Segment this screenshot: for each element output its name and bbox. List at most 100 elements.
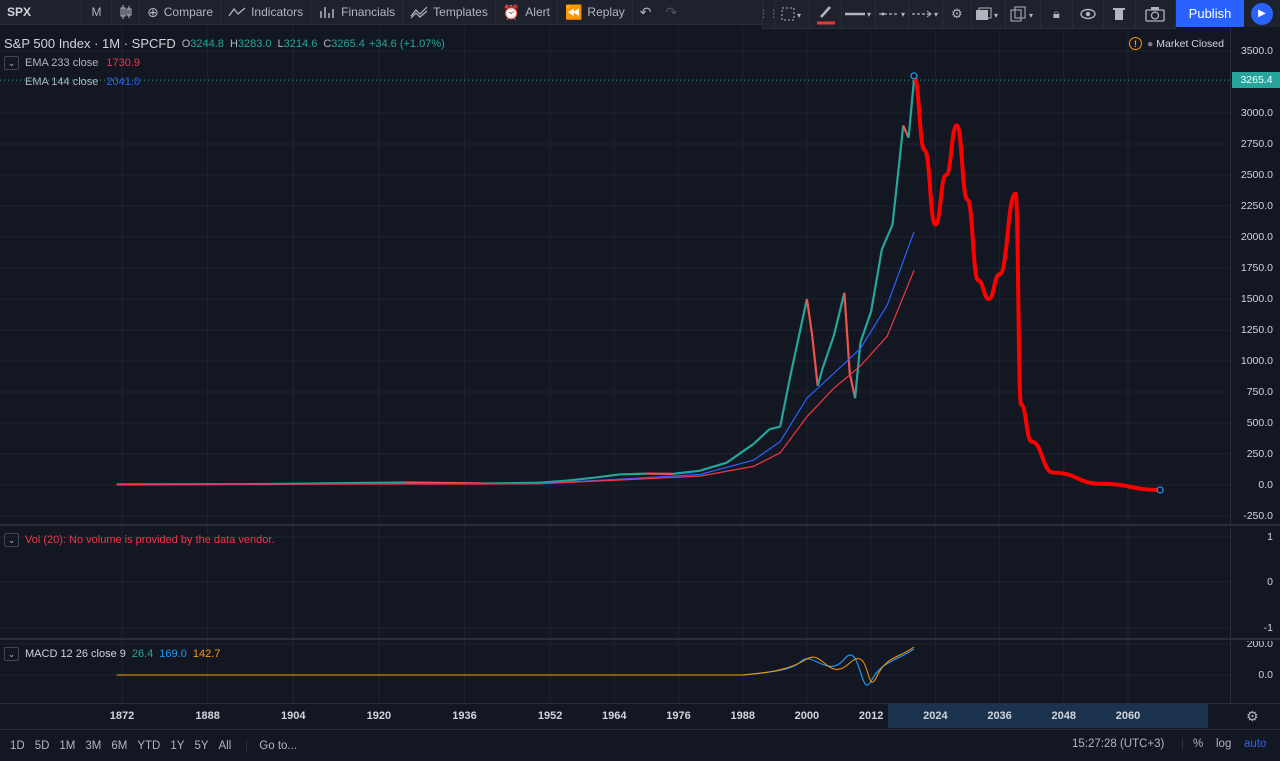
ema144-legend[interactable]: EMA 144 close 2041.0 [25, 76, 140, 88]
dot-icon: ● [1146, 37, 1154, 50]
line-width-button[interactable]: ▾ [842, 0, 876, 28]
pane-separator[interactable] [0, 524, 1280, 526]
clone-button[interactable]: ▾ [1006, 0, 1042, 28]
range-button[interactable]: 3M [85, 739, 102, 752]
volume-tick-label: 0 [1267, 576, 1273, 588]
svg-text:▾: ▾ [1029, 11, 1033, 20]
interval-label: M [91, 5, 102, 19]
range-button[interactable]: 6M [111, 739, 128, 752]
templates-label: Templates [433, 5, 488, 19]
publish-label: Publish [1188, 6, 1232, 21]
main-chart-svg[interactable] [0, 27, 1230, 524]
indicators-button[interactable]: Indicators [221, 0, 312, 25]
price-candle-segment [870, 249, 883, 312]
compare-button[interactable]: ⊕ Compare [140, 0, 222, 25]
selection-tool-button[interactable]: ▾ [775, 0, 811, 28]
candles-icon [120, 5, 132, 19]
replay-button[interactable]: ⏪ Replay [558, 0, 633, 25]
range-button[interactable]: 1M [59, 739, 76, 752]
indicators-label: Indicators [251, 5, 304, 19]
rewind-icon: ⏪ [564, 3, 583, 20]
financials-icon [320, 7, 334, 18]
svg-text:▾: ▾ [994, 11, 998, 20]
price-candle-segment [805, 298, 814, 337]
volume-tick-label: -1 [1263, 622, 1273, 634]
symbol-title[interactable]: S&P 500 Index · 1M · SPCFD [4, 36, 176, 51]
macd-value: 26.4 [131, 648, 154, 660]
settings-icon[interactable]: ⚙ [1246, 708, 1259, 724]
auto-scale-button[interactable]: auto [1244, 738, 1267, 750]
screenshot-button[interactable] [1136, 0, 1175, 28]
range-button[interactable]: All [218, 739, 232, 752]
undo-button[interactable]: ↶ [633, 0, 659, 25]
line-width-icon: ▾ [845, 10, 871, 19]
pane-separator[interactable] [0, 638, 1280, 640]
volume-legend[interactable]: ⌄ Vol (20): No volume is provided by the… [4, 533, 274, 547]
macd-pane[interactable]: ⌄ MACD 12 26 close 9 26.4 169.0 142.7 [0, 641, 1230, 703]
collapse-icon[interactable]: ⌄ [4, 647, 19, 661]
collapse-icon[interactable]: ⌄ [4, 56, 19, 70]
play-button[interactable]: ▶ [1244, 0, 1280, 27]
visibility-button[interactable] [1073, 0, 1105, 28]
play-icon: ▶ [1251, 2, 1273, 25]
ema144-label: EMA 144 close [25, 76, 99, 88]
lock-button[interactable]: 🔒︎ [1041, 0, 1073, 28]
range-buttons: 1D 5D 1M 3M 6M YTD 1Y 5Y All [5, 740, 236, 752]
drag-handle-icon[interactable]: ⋮⋮ [759, 0, 779, 28]
volume-axis[interactable]: 1 0 -1 [1230, 527, 1280, 638]
log-scale-button[interactable]: log [1216, 738, 1232, 750]
range-button[interactable]: 5D [34, 739, 50, 752]
line-end-button[interactable]: ▾ [909, 0, 943, 28]
price-candle-segment [848, 373, 857, 399]
price-candle-segment [896, 125, 905, 176]
price-tick-label: 2500.0 [1240, 169, 1273, 181]
time-axis[interactable]: ⚙ 1872 1888 1904 1920 1936 1952 1964 1976 1988 20… [0, 703, 1280, 728]
price-tick-label: 750.0 [1246, 386, 1273, 398]
range-button[interactable]: 1Y [170, 739, 185, 752]
alert-button[interactable]: ⏰ Alert [496, 0, 558, 25]
price-candle-segment [859, 311, 873, 343]
collapse-icon[interactable]: ⌄ [4, 533, 19, 547]
redo-button[interactable]: ↷ [659, 0, 685, 25]
range-button[interactable]: 1D [10, 739, 25, 752]
macd-tick-label: 0.0 [1258, 669, 1273, 681]
macd-legend[interactable]: ⌄ MACD 12 26 close 9 26.4 169.0 142.7 [4, 647, 220, 661]
templates-button[interactable]: Templates [403, 0, 496, 25]
line-color-button[interactable] [810, 0, 842, 28]
main-price-axis[interactable]: 3265.4 3500.0 3000.0 2750.0 2500.0 2250.0 200… [1230, 27, 1280, 524]
market-status[interactable]: ! ● Market Closed [1128, 37, 1224, 50]
goto-date-button[interactable]: Go to... [246, 739, 297, 752]
financials-label: Financials [341, 5, 396, 19]
gear-icon: ⚙ [950, 6, 963, 21]
time-tick-label: 1888 [195, 710, 220, 722]
trash-icon [1113, 8, 1126, 20]
undo-icon: ↶ [639, 3, 652, 20]
volume-tick-label: 1 [1267, 531, 1273, 543]
main-chart-pane[interactable]: S&P 500 Index · 1M · SPCFD O 3244.8 H 3283… [0, 27, 1230, 524]
ema233-label: EMA 233 close [25, 57, 99, 69]
price-tick-label: 1000.0 [1240, 355, 1273, 367]
price-tick-label: 2000.0 [1240, 231, 1273, 243]
clock[interactable]: 15:27:28 (UTC+3) [1072, 738, 1165, 750]
range-button[interactable]: YTD [137, 739, 161, 752]
settings-button[interactable]: ⚙ [943, 0, 973, 28]
symbol-search[interactable]: SPX [0, 0, 82, 25]
publish-button[interactable]: Publish [1176, 0, 1244, 27]
ema233-legend[interactable]: ⌄ EMA 233 close 1730.9 [4, 56, 140, 70]
ema144-value: 2041.0 [106, 76, 141, 88]
interval-button[interactable]: M [82, 0, 112, 25]
line-style-button[interactable]: ▾ [876, 0, 909, 28]
template-button[interactable]: ▾ [972, 0, 1006, 28]
macd-axis[interactable]: 200.0 0.0 [1230, 641, 1280, 703]
percent-scale-button[interactable]: % [1182, 738, 1203, 750]
chart-type-button[interactable] [112, 0, 140, 25]
range-button[interactable]: 5Y [194, 739, 209, 752]
price-candle-segment [795, 298, 809, 349]
open-value: 3244.8 [190, 37, 224, 50]
delete-button[interactable] [1104, 0, 1136, 28]
time-tick-label: 1936 [452, 710, 477, 722]
time-tick-label: 2036 [987, 710, 1012, 722]
volume-pane[interactable]: ⌄ Vol (20): No volume is provided by the… [0, 527, 1230, 638]
price-candle-segment [726, 443, 755, 464]
financials-button[interactable]: Financials [311, 0, 404, 25]
